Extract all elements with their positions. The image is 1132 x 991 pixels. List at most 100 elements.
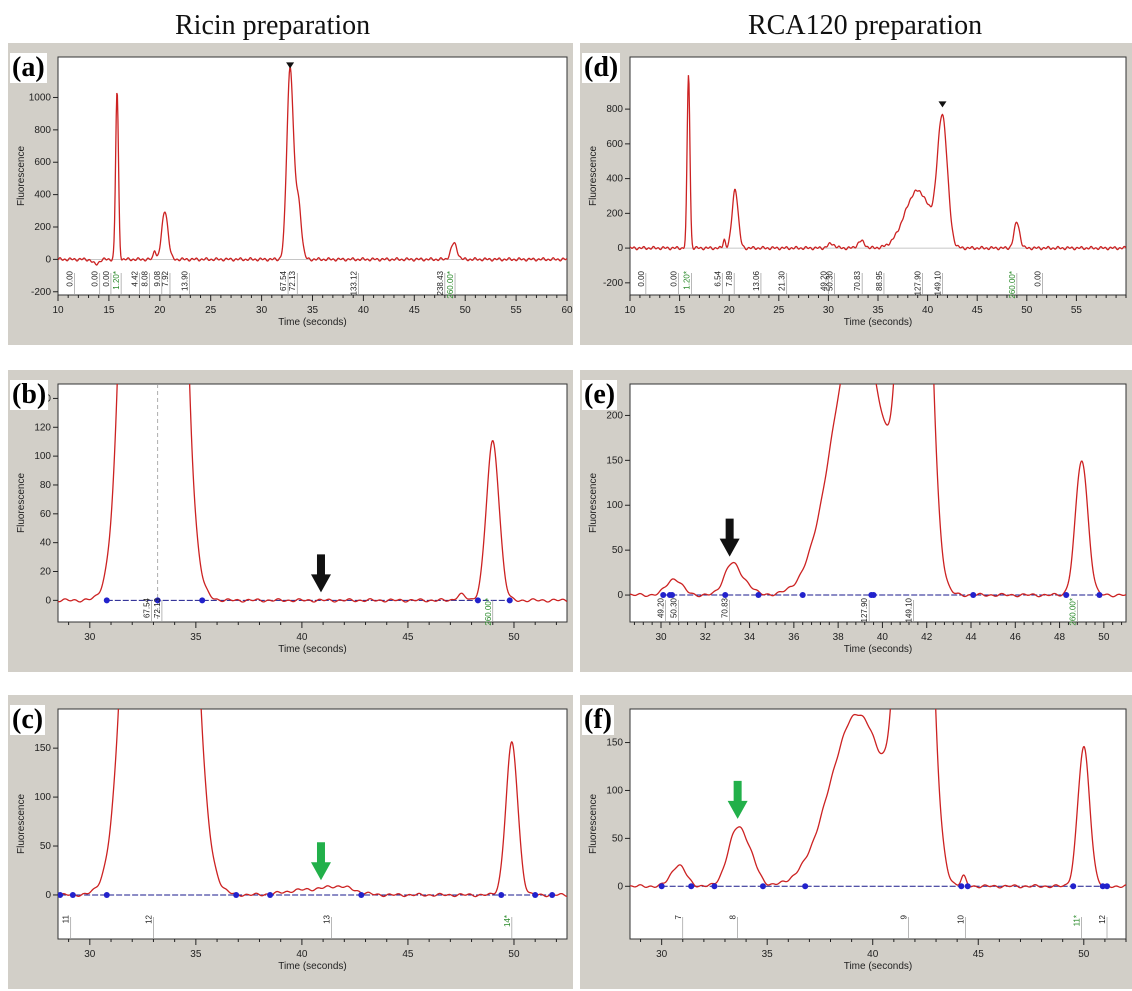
x-tick-label: 20 (724, 305, 736, 316)
peak-annotation: 72.13 (153, 597, 162, 618)
peak-boundary-marker (755, 592, 762, 599)
y-tick-label: 100 (34, 451, 51, 462)
peak-annotation: 49.20 (819, 270, 828, 291)
peak-annotation: 7.92 (161, 270, 170, 286)
y-tick-label: 800 (34, 125, 51, 136)
x-tick-label: 35 (762, 949, 774, 960)
peak-boundary-marker (802, 883, 809, 890)
x-axis-label: Time (seconds) (844, 317, 913, 328)
panel-label-e: (e) (582, 379, 618, 410)
peak-boundary-marker (1099, 883, 1106, 890)
y-tick-label: 120 (34, 422, 51, 433)
x-tick-label: 40 (358, 305, 370, 316)
y-tick-label: 1000 (29, 92, 52, 103)
peak-annotation: 88.95 (875, 270, 884, 291)
chart-svg-e: 49.20 50.30 70.83 127.90 149.10 260.00* 30 32 34… (588, 383, 1127, 655)
x-tick-label: 50 (508, 949, 520, 960)
plot-content (630, 75, 1126, 251)
trace-line (630, 709, 1126, 889)
peak-annotation: 0.00 (65, 270, 74, 286)
x-tick-label: 32 (700, 632, 712, 643)
y-tick-label: 100 (34, 792, 51, 803)
peak-boundary-marker (669, 592, 676, 599)
peak-annotation: 1.20* (683, 271, 692, 290)
y-tick-label: 800 (606, 104, 623, 115)
peak-boundary-marker (103, 597, 110, 604)
panel-d: 0.00 0.00 1.20* 6.54 7.89 13.06 21.30 49.20 50.3… (580, 43, 1132, 345)
peak-boundary-marker (1096, 592, 1103, 599)
y-axis-label: Fluorescence (16, 794, 27, 854)
panel-label-d: (d) (582, 52, 621, 83)
x-axis-label: Time (seconds) (844, 961, 913, 972)
peak-boundary-marker (549, 891, 556, 898)
x-tick-label: 35 (307, 305, 319, 316)
chart-svg-a: 0.00 0.00 0.00 1.20* 4.42 8.08 9.08 7.92 13.90 67… (16, 56, 573, 328)
peak-annotation: 13 (323, 914, 332, 923)
highlight-arrow (310, 842, 331, 881)
x-tick-label: 45 (972, 305, 984, 316)
peak-boundary-marker (660, 592, 667, 599)
peak-annotation: 0.00 (102, 270, 111, 286)
x-tick-label: 36 (788, 632, 800, 643)
peak-boundary-marker (58, 891, 64, 898)
y-tick-label: 200 (606, 410, 623, 421)
peak-boundary-marker (199, 597, 206, 604)
peak-annotation: 70.83 (853, 270, 862, 291)
plot-content (630, 384, 1126, 599)
peak-annotation: 72.13 (288, 270, 297, 291)
peak-boundary-marker (498, 891, 505, 898)
peak-annotation: 7.89 (725, 270, 734, 286)
x-tick-label: 50 (508, 632, 520, 643)
peak-boundary-marker (711, 883, 718, 890)
peak-boundary-marker (532, 891, 539, 898)
peak-annotation: 149.10 (904, 597, 913, 622)
x-tick-label: 40 (296, 632, 308, 643)
panel-label-c: (c) (10, 704, 46, 735)
highlight-arrow (719, 518, 740, 557)
x-tick-label: 25 (773, 305, 785, 316)
y-tick-label: -200 (31, 287, 51, 298)
x-tick-label: 35 (872, 305, 884, 316)
peak-annotation: 7 (674, 914, 683, 919)
peak-annotation: 8 (729, 914, 738, 919)
peak-annotation: 1.20* (112, 271, 121, 290)
peak-annotation: 12 (1098, 914, 1107, 923)
plot-content (58, 384, 567, 622)
x-tick-label: 40 (877, 632, 889, 643)
x-tick-label: 44 (965, 632, 977, 643)
trace-line (58, 709, 567, 898)
peak-boundary-marker (1104, 883, 1111, 890)
x-tick-label: 48 (1054, 632, 1066, 643)
peak-boundary-marker (722, 592, 729, 599)
y-tick-label: 0 (45, 254, 51, 265)
x-tick-label: 40 (867, 949, 879, 960)
peak-annotation: 127.90 (860, 597, 869, 622)
peak-annotation: 149.10 (933, 270, 942, 295)
y-tick-label: 40 (40, 538, 52, 549)
y-tick-label: 0 (617, 590, 623, 601)
panel-a: 0.00 0.00 0.00 1.20* 4.42 8.08 9.08 7.92 13.90 67… (8, 43, 573, 345)
y-tick-label: 200 (606, 208, 623, 219)
y-axis-label: Fluorescence (16, 146, 27, 206)
peak-annotation: 14* (503, 915, 512, 927)
peak-boundary-marker (69, 891, 76, 898)
peak-annotation: 4.42 (130, 270, 139, 286)
x-tick-label: 40 (296, 949, 308, 960)
x-tick-label: 20 (154, 305, 166, 316)
x-tick-label: 30 (823, 305, 835, 316)
peak-boundary-marker (1063, 592, 1070, 599)
x-tick-label: 46 (1010, 632, 1022, 643)
peak-annotation: 10 (957, 914, 966, 923)
y-tick-label: 50 (612, 833, 624, 844)
chart-svg-d: 0.00 0.00 1.20* 6.54 7.89 13.06 21.30 49.2050.3… (588, 56, 1127, 328)
peak-annotation: 67.54 (279, 270, 288, 291)
y-tick-label: 0 (617, 243, 623, 254)
x-tick-label: 15 (674, 305, 686, 316)
panel-c: 11 12 13 14* 30 35 40 45 50 0 50 100 150 Time (second… (8, 695, 573, 989)
x-tick-label: 35 (190, 632, 202, 643)
peak-annotation: 9 (900, 914, 909, 919)
y-tick-label: 600 (606, 139, 623, 150)
x-tick-label: 34 (744, 632, 756, 643)
peak-annotation: 13.06 (752, 270, 761, 291)
x-tick-label: 45 (409, 305, 421, 316)
